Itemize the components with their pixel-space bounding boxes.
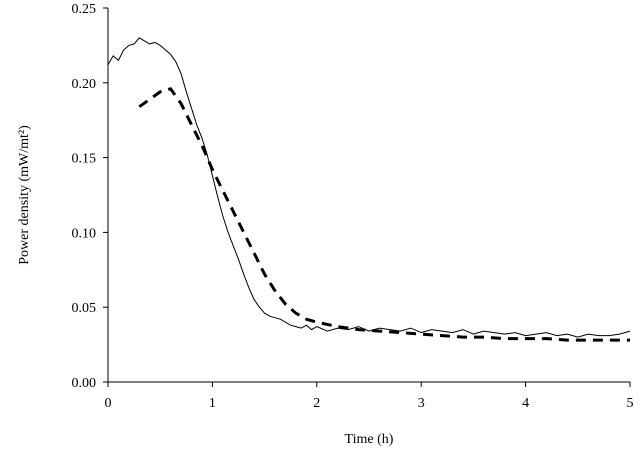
y-axis-title: Power density (mW/mt²) [17, 125, 32, 265]
series-layer [107, 37, 631, 342]
y-tick-label: 0.10 [72, 226, 97, 241]
x-tick-label: 4 [522, 396, 529, 411]
x-tick-label: 0 [105, 396, 112, 411]
x-tick-label: 5 [627, 396, 634, 411]
x-tick-label: 3 [418, 396, 425, 411]
series-line-solid [107, 37, 631, 338]
y-tick-label: 0.20 [72, 77, 97, 92]
axis-ticks: 0 1 2 3 4 5 0.00 0.05 0.10 0.15 0.20 0.25 [72, 2, 634, 411]
x-axis-title: Time (h) [345, 432, 394, 447]
x-tick-label: 1 [209, 396, 216, 411]
plot-axes [107, 8, 630, 383]
y-tick-label: 0.15 [72, 152, 97, 167]
y-tick-label: 0.05 [72, 301, 97, 316]
y-tick-label: 0.00 [72, 376, 97, 391]
series-line-dashed [138, 87, 630, 342]
x-tick-label: 2 [313, 396, 320, 411]
y-tick-label: 0.25 [72, 2, 97, 17]
